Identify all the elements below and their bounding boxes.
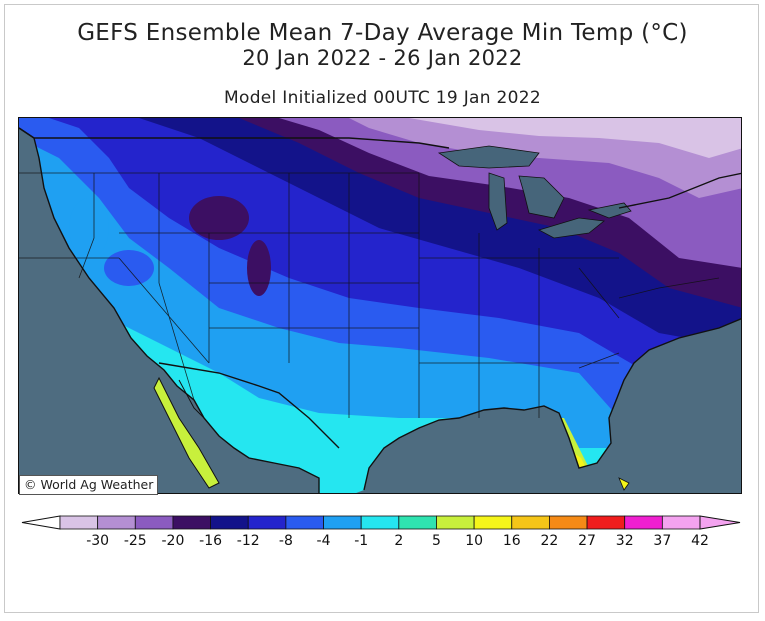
island-marks	[618, 477, 630, 491]
legend-low-arrow	[21, 515, 61, 530]
legend-tick-label: -30	[86, 533, 110, 549]
legend-tick-label: 5	[432, 533, 441, 549]
legend-swatch	[134, 515, 174, 530]
state-borders	[19, 172, 720, 418]
legend-tick-label: -12	[236, 533, 260, 549]
model-init-label: Model Initialized 00UTC 19 Jan 2022	[224, 88, 541, 108]
legend-swatch	[323, 515, 362, 530]
country-borders	[19, 127, 741, 493]
great-lakes	[437, 145, 632, 239]
legend-tick-label: 10	[465, 533, 484, 549]
legend-swatch	[549, 515, 588, 530]
legend-swatch	[247, 515, 287, 530]
legend-tick-label: 42	[691, 533, 709, 549]
legend-tick-label: 22	[540, 533, 559, 549]
legend-tick-label: -20	[161, 533, 185, 549]
legend-swatch	[285, 515, 324, 530]
legend-swatch	[97, 515, 136, 530]
map-title: GEFS Ensemble Mean 7-Day Average Min Tem…	[77, 20, 688, 46]
legend-swatch	[172, 515, 211, 530]
legend-swatch	[624, 515, 663, 530]
legend-swatch	[360, 515, 400, 530]
legend-tick-label: 27	[578, 533, 596, 549]
legend-tick-label: 2	[394, 533, 404, 549]
legend-swatch	[436, 515, 475, 530]
legend-tick-label: -1	[354, 533, 369, 549]
legend-tick-label: -25	[123, 533, 147, 549]
temperature-map	[18, 117, 742, 494]
legend-tick-label: 37	[653, 533, 672, 549]
legend-swatch	[398, 515, 437, 530]
legend-tick-label: -4	[316, 533, 331, 549]
legend-tick-label: 16	[502, 533, 521, 549]
credit-label: © World Ag Weather	[19, 475, 159, 495]
baja-peninsula	[153, 376, 220, 489]
legend-ticks: -30 -25 -20 -16 -12 -8 -4 -1 2 5 10 16 22 27 32 37 42	[0, 533, 765, 553]
legend-swatch	[586, 515, 626, 530]
color-legend	[21, 515, 741, 530]
legend-swatch	[473, 515, 513, 530]
legend-high-arrow	[699, 515, 741, 530]
legend-tick-label: -8	[278, 533, 293, 549]
map-date-range: 20 Jan 2022 - 26 Jan 2022	[242, 46, 523, 70]
legend-swatch	[59, 515, 99, 530]
legend-tick-label: 32	[615, 533, 634, 549]
legend-swatch	[511, 515, 550, 530]
legend-tick-label: -16	[199, 533, 223, 549]
legend-swatch	[661, 515, 701, 530]
legend-swatch	[210, 515, 249, 530]
